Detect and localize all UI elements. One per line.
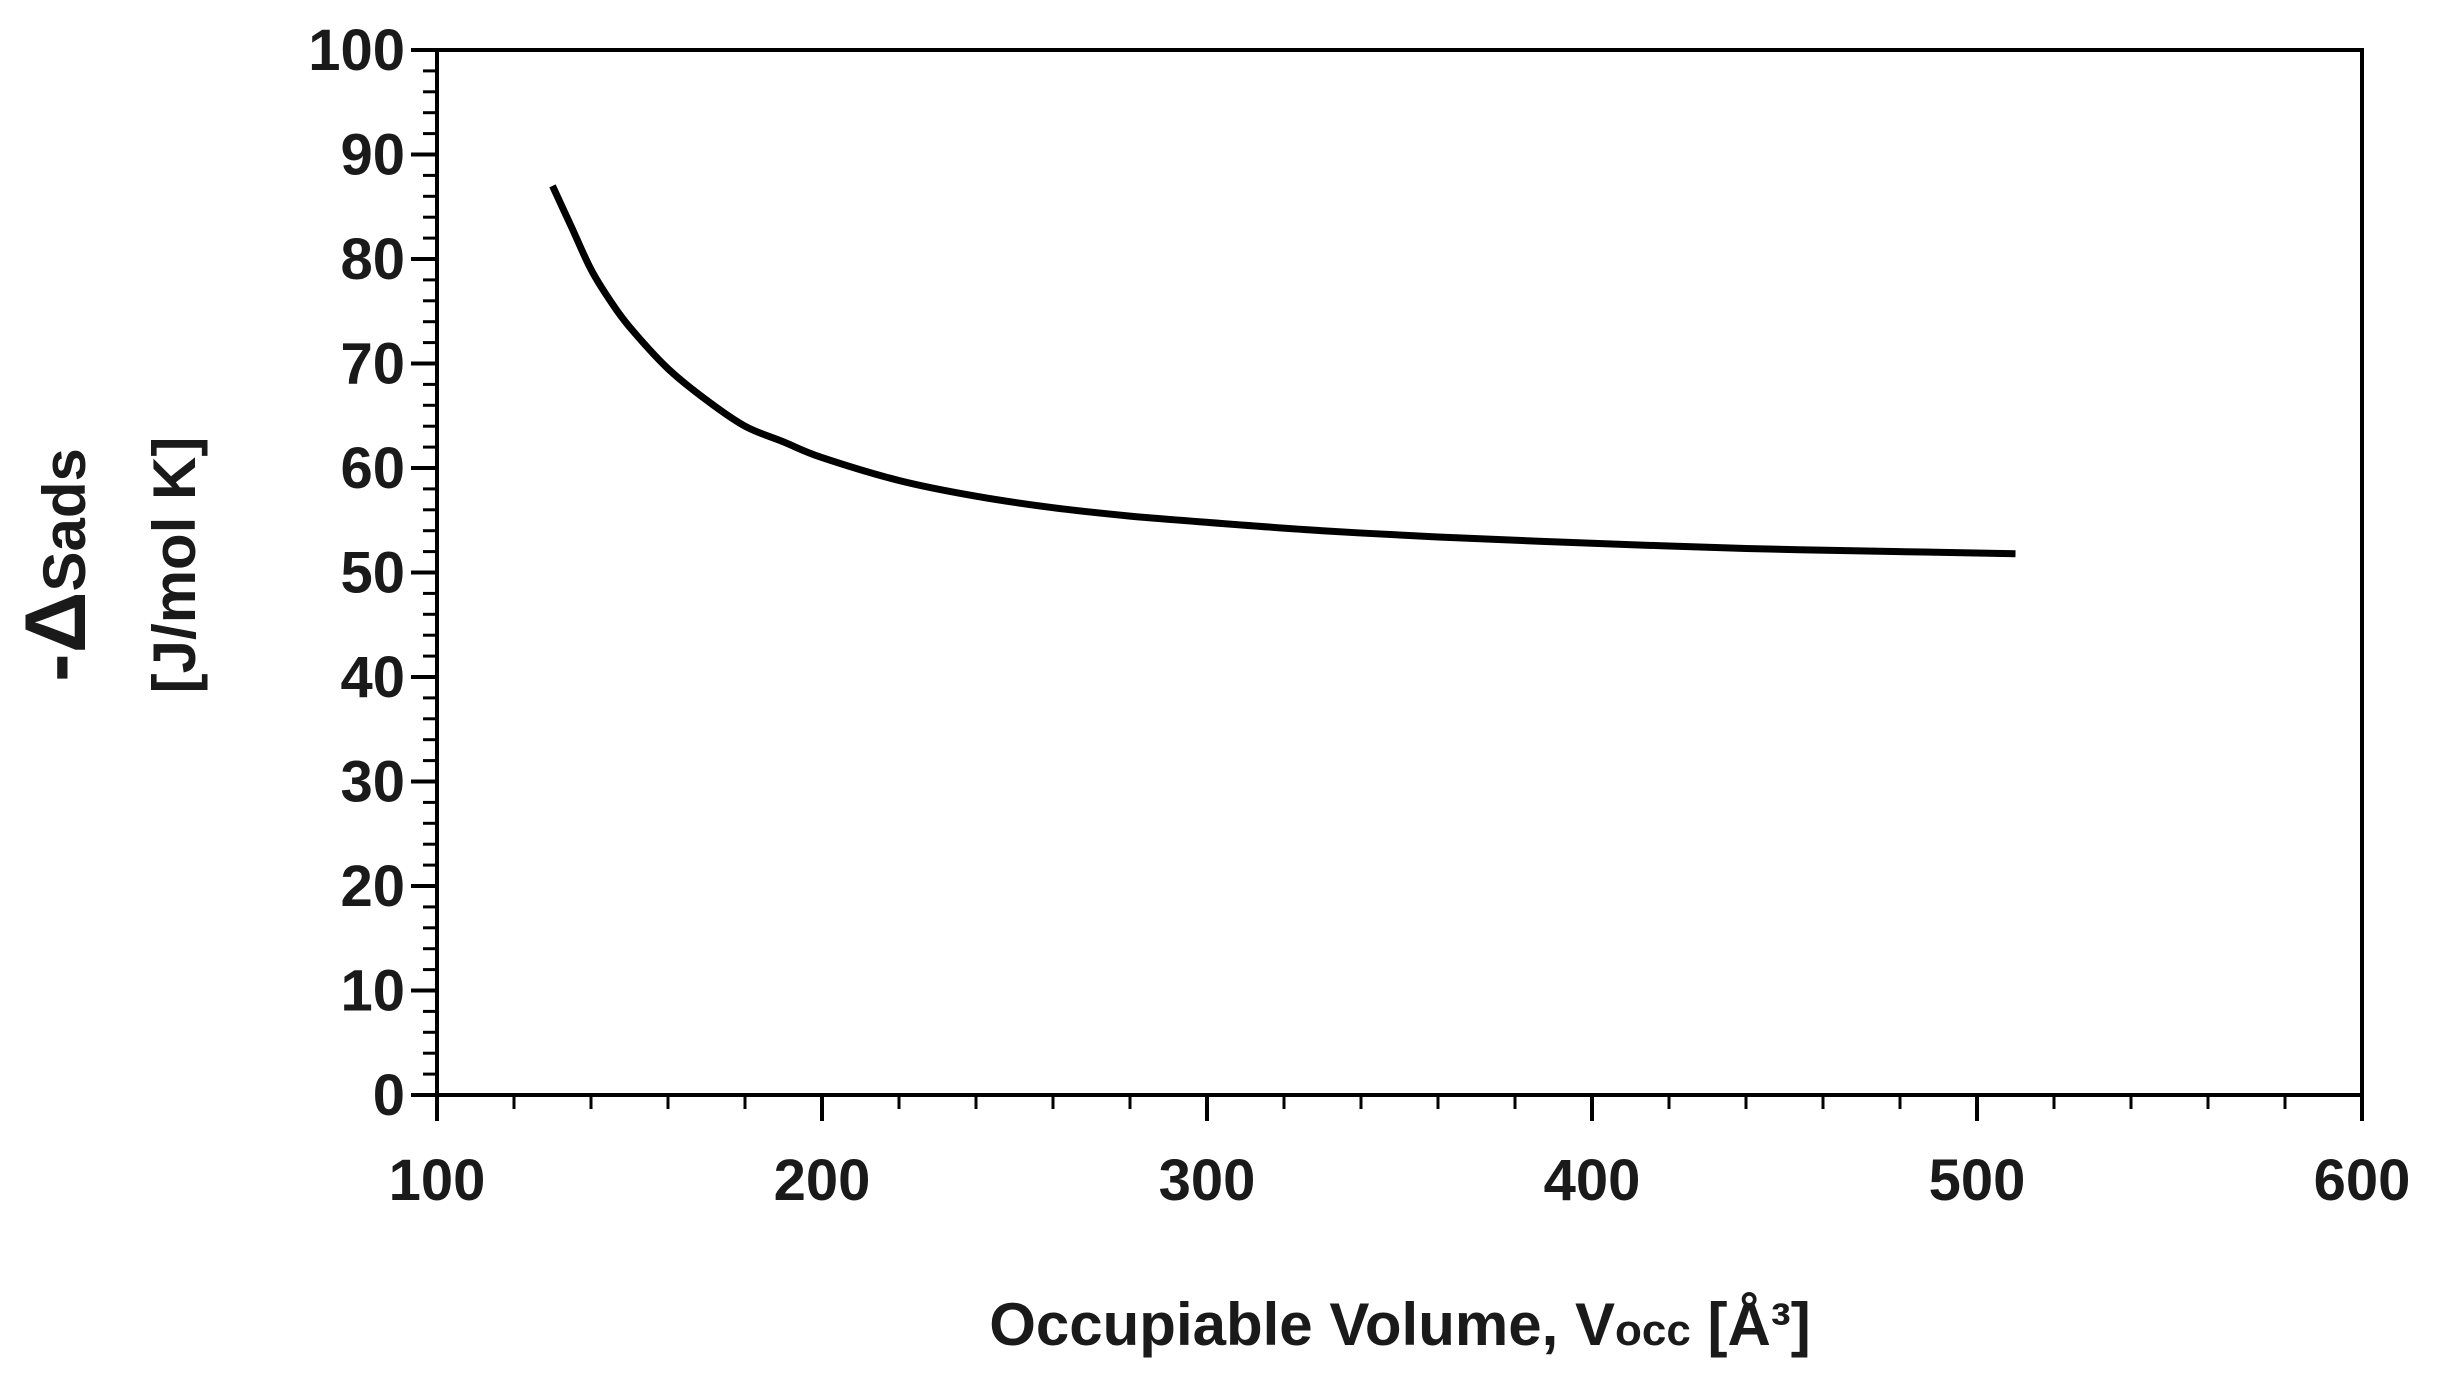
plot-area <box>435 48 2364 1097</box>
y-tick-label: 0 <box>373 1063 405 1128</box>
y-tick-label: 60 <box>340 436 405 501</box>
x-axis-title: Occupiable Volume, Vocc [Å³] <box>989 1291 1811 1358</box>
y-tick-label: 80 <box>340 227 405 292</box>
x-tick-labels: 100 200 300 400 500 600 <box>389 1148 2411 1213</box>
series-layer <box>549 184 2016 558</box>
svg-text:-ΔSads: -ΔSads <box>8 448 104 682</box>
series-line <box>549 184 2016 558</box>
y-axis-title-unit: [J/mol K] <box>141 437 208 694</box>
y-tick-label: 100 <box>308 18 405 83</box>
y-tick-label: 30 <box>340 750 405 815</box>
x-tick-label: 500 <box>1929 1148 2026 1213</box>
y-tick-label: 40 <box>340 645 405 710</box>
y-axis-title: -ΔSads [J/mol K] <box>8 437 208 694</box>
minor-ticks <box>423 69 2287 1109</box>
x-tick-label: 400 <box>1544 1148 1641 1213</box>
y-axis-title-prefix: -Δ <box>8 591 104 681</box>
x-tick-label: 600 <box>2314 1148 2411 1213</box>
y-tick-label: 50 <box>340 541 405 606</box>
x-tick-label: 300 <box>1159 1148 1256 1213</box>
y-axis-title-quantity: Sads <box>31 448 98 591</box>
x-tick-label: 200 <box>774 1148 871 1213</box>
y-tick-label: 20 <box>340 854 405 919</box>
y-tick-label: 10 <box>340 959 405 1024</box>
x-tick-label: 100 <box>389 1148 486 1213</box>
y-tick-label: 90 <box>340 123 405 188</box>
y-tick-labels: 0 10 20 30 40 50 60 70 80 90 100 <box>308 18 405 1128</box>
major-ticks <box>411 48 2364 1121</box>
y-tick-label: 70 <box>340 332 405 397</box>
